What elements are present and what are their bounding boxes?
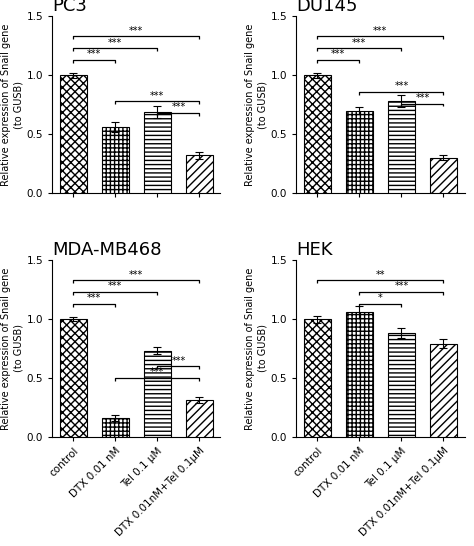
Y-axis label: Relative expression of Snail gene
(to GUSB): Relative expression of Snail gene (to GU…	[246, 23, 268, 186]
Y-axis label: Relative expression of Snail gene
(to GUSB): Relative expression of Snail gene (to GU…	[246, 268, 268, 430]
Text: ***: ***	[87, 293, 101, 303]
Bar	[303, 319, 331, 437]
Bar	[101, 127, 129, 193]
Bar	[186, 156, 213, 193]
Bar	[346, 111, 373, 193]
Text: MDA-MB468: MDA-MB468	[52, 241, 162, 259]
Text: ***: ***	[150, 91, 164, 100]
Text: ***: ***	[108, 38, 122, 48]
Text: ***: ***	[129, 26, 144, 36]
Text: ***: ***	[108, 281, 122, 292]
Bar	[346, 312, 373, 437]
Bar	[60, 319, 87, 437]
Bar	[186, 400, 213, 437]
Bar	[388, 333, 415, 437]
Y-axis label: Relative expression of Snail gene
(to GUSB): Relative expression of Snail gene (to GU…	[1, 23, 24, 186]
Text: ***: ***	[394, 81, 409, 91]
Text: ***: ***	[87, 49, 101, 60]
Bar	[60, 75, 87, 193]
Bar	[144, 351, 171, 437]
Text: DU145: DU145	[296, 0, 358, 15]
Text: ***: ***	[150, 367, 164, 377]
Bar	[144, 112, 171, 193]
Text: ***: ***	[352, 38, 366, 48]
Text: ***: ***	[129, 270, 144, 280]
Y-axis label: Relative expression of Snail gene
(to GUSB): Relative expression of Snail gene (to GU…	[1, 268, 24, 430]
Text: *: *	[378, 293, 383, 303]
Text: HEK: HEK	[296, 241, 333, 259]
Text: ***: ***	[394, 281, 409, 292]
Bar	[388, 101, 415, 193]
Text: PC3: PC3	[52, 0, 87, 15]
Text: ***: ***	[171, 102, 185, 112]
Text: **: **	[375, 270, 385, 280]
Text: ***: ***	[331, 49, 346, 60]
Bar	[303, 75, 331, 193]
Bar	[430, 158, 457, 193]
Text: ***: ***	[171, 355, 185, 366]
Bar	[101, 418, 129, 437]
Text: ***: ***	[415, 93, 429, 103]
Text: ***: ***	[373, 26, 387, 36]
Bar	[430, 344, 457, 437]
